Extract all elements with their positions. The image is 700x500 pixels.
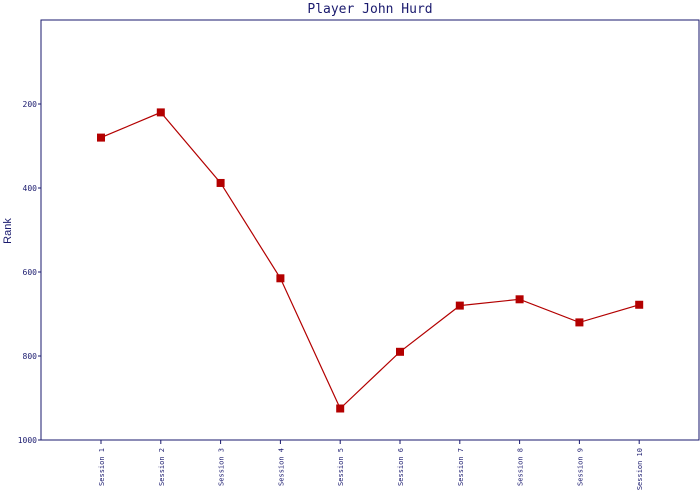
x-tick-label: Session 9 xyxy=(576,448,584,486)
series-line xyxy=(100,111,640,410)
x-tick-label: Session 6 xyxy=(397,448,405,486)
chart-title: Player John Hurd xyxy=(307,2,432,17)
y-tick-label: 600 xyxy=(23,268,38,277)
series-layer xyxy=(97,108,644,413)
x-tick-label: Session 10 xyxy=(636,448,644,490)
x-tick-label: Session 4 xyxy=(277,448,285,486)
y-tick-label: 200 xyxy=(23,100,38,109)
x-tick-label: Session 5 xyxy=(337,448,345,486)
y-tick-label: 800 xyxy=(23,352,38,361)
y-tick-label: 1000 xyxy=(18,436,37,445)
y-axis-label: Rank xyxy=(2,218,14,244)
x-tick-label: Session 7 xyxy=(457,448,465,486)
plot-area-frame xyxy=(40,19,700,441)
data-point-marker xyxy=(396,347,404,356)
y-tick-label: 400 xyxy=(23,184,38,193)
x-tick-label: Session 3 xyxy=(218,448,226,486)
data-point-marker xyxy=(515,295,524,304)
data-point-marker xyxy=(97,133,105,142)
x-tick-label: Session 8 xyxy=(517,448,525,486)
x-tick-label: Session 1 xyxy=(98,448,106,486)
data-point-marker xyxy=(156,108,165,117)
data-point-marker xyxy=(635,300,644,309)
data-point-marker xyxy=(336,404,345,413)
data-point-marker xyxy=(575,318,584,327)
y-axis: 200 400 600 800 1000 xyxy=(18,100,41,445)
data-point-marker xyxy=(216,178,225,187)
data-point-marker xyxy=(276,274,285,283)
data-point-marker xyxy=(455,301,464,310)
x-tick-label: Session 2 xyxy=(158,448,166,486)
x-axis: Session 1 Session 2 Session 3 Session 4 Sess… xyxy=(98,440,644,490)
